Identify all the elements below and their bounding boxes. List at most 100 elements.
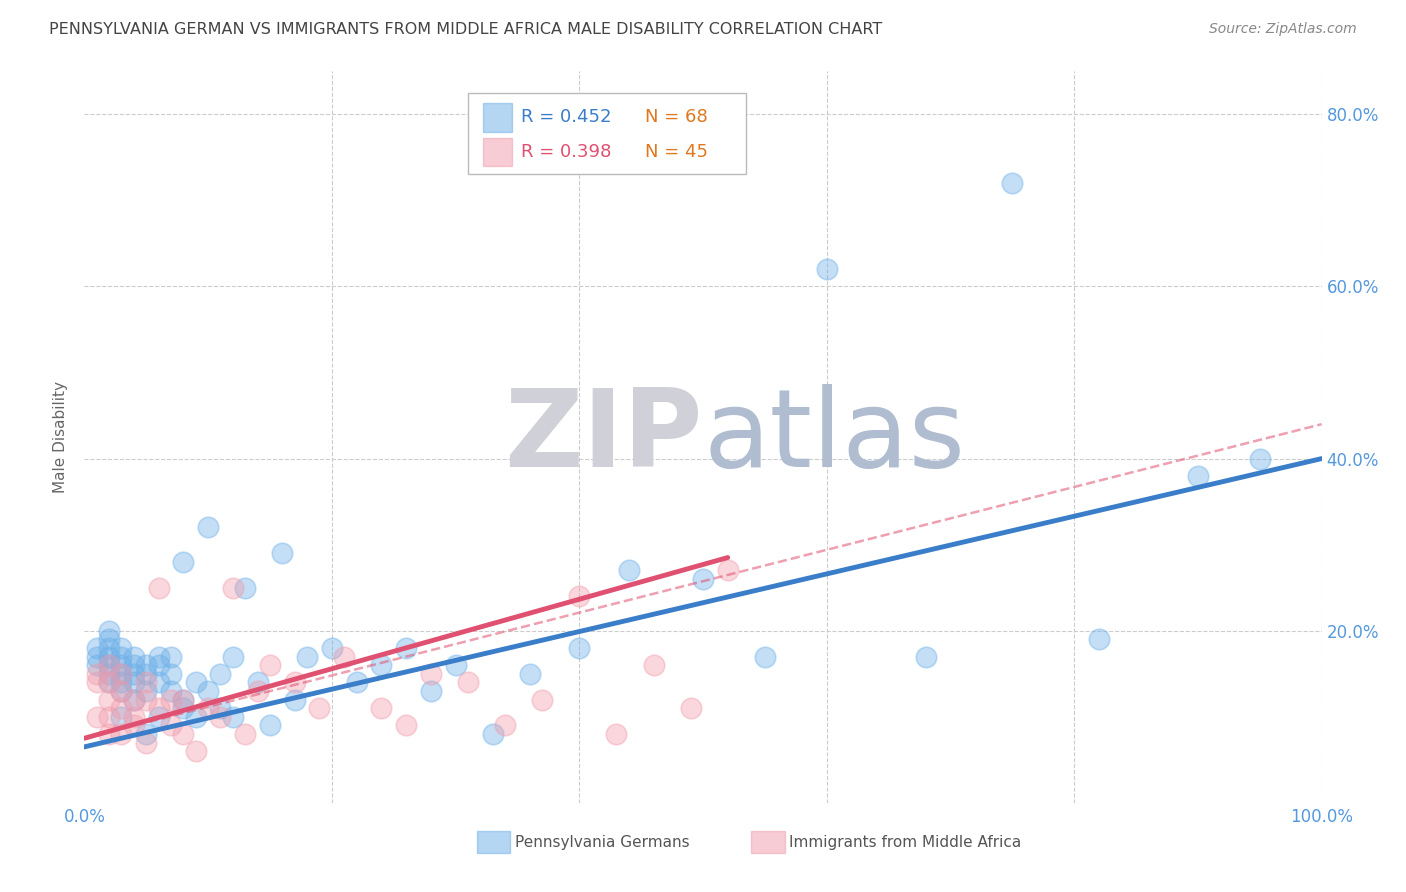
Point <box>160 684 183 698</box>
Point <box>815 262 838 277</box>
Point <box>86 640 108 655</box>
Point <box>110 666 132 681</box>
Point <box>110 666 132 681</box>
Point <box>914 649 936 664</box>
Point <box>98 675 121 690</box>
Point <box>86 710 108 724</box>
Point <box>444 658 467 673</box>
Point <box>98 692 121 706</box>
Point <box>110 701 132 715</box>
Point <box>86 658 108 673</box>
Point <box>284 692 307 706</box>
Point <box>98 658 121 673</box>
Point <box>135 692 157 706</box>
Point <box>86 666 108 681</box>
Point <box>98 624 121 638</box>
Point <box>135 675 157 690</box>
Point <box>481 727 503 741</box>
Point <box>370 658 392 673</box>
Point <box>531 692 554 706</box>
Point <box>197 684 219 698</box>
Text: R = 0.398: R = 0.398 <box>522 143 612 161</box>
Point <box>98 658 121 673</box>
Point <box>122 666 145 681</box>
Point <box>86 649 108 664</box>
Point <box>122 710 145 724</box>
Point <box>494 718 516 732</box>
Point <box>122 692 145 706</box>
Point <box>209 710 232 724</box>
Point <box>568 640 591 655</box>
Point <box>122 692 145 706</box>
Point <box>135 727 157 741</box>
Point <box>284 675 307 690</box>
Y-axis label: Male Disability: Male Disability <box>53 381 69 493</box>
Point <box>148 701 170 715</box>
Point <box>148 710 170 724</box>
Point <box>233 727 256 741</box>
Text: Pennsylvania Germans: Pennsylvania Germans <box>515 835 689 849</box>
Point <box>172 727 194 741</box>
Point <box>259 658 281 673</box>
Point <box>419 684 441 698</box>
Point <box>643 658 665 673</box>
Point <box>86 675 108 690</box>
Point <box>246 684 269 698</box>
Point <box>197 520 219 534</box>
FancyBboxPatch shape <box>482 103 512 132</box>
Point <box>1088 632 1111 647</box>
Point <box>98 666 121 681</box>
Point <box>321 640 343 655</box>
Point <box>222 581 245 595</box>
Point <box>617 564 640 578</box>
Point <box>148 649 170 664</box>
Point <box>110 684 132 698</box>
Point <box>754 649 776 664</box>
Point <box>519 666 541 681</box>
Point <box>271 546 294 560</box>
Point <box>148 675 170 690</box>
Point <box>122 718 145 732</box>
Point <box>98 632 121 647</box>
Point <box>1249 451 1271 466</box>
Point <box>135 684 157 698</box>
Point <box>333 649 356 664</box>
Point <box>110 710 132 724</box>
Point <box>308 701 330 715</box>
Point <box>419 666 441 681</box>
Point <box>246 675 269 690</box>
Point <box>172 692 194 706</box>
Point <box>692 572 714 586</box>
FancyBboxPatch shape <box>468 94 747 174</box>
Point <box>110 640 132 655</box>
Point <box>222 649 245 664</box>
Point <box>209 666 232 681</box>
Point <box>197 701 219 715</box>
Point <box>98 675 121 690</box>
Point <box>98 640 121 655</box>
Point <box>1001 176 1024 190</box>
Point <box>122 675 145 690</box>
Point <box>605 727 627 741</box>
Point <box>135 735 157 749</box>
Point <box>370 701 392 715</box>
Point <box>717 564 740 578</box>
Point <box>568 589 591 603</box>
Point <box>233 581 256 595</box>
Point <box>110 658 132 673</box>
Point <box>395 718 418 732</box>
Text: ZIP: ZIP <box>505 384 703 490</box>
Point <box>148 581 170 595</box>
Point <box>135 658 157 673</box>
Point <box>172 692 194 706</box>
Point <box>110 727 132 741</box>
Point <box>160 692 183 706</box>
Text: N = 45: N = 45 <box>645 143 707 161</box>
Text: Source: ZipAtlas.com: Source: ZipAtlas.com <box>1209 22 1357 37</box>
Point <box>160 649 183 664</box>
Text: atlas: atlas <box>703 384 965 490</box>
Point <box>172 701 194 715</box>
Point <box>184 675 207 690</box>
Text: N = 68: N = 68 <box>645 109 707 127</box>
Point <box>110 684 132 698</box>
